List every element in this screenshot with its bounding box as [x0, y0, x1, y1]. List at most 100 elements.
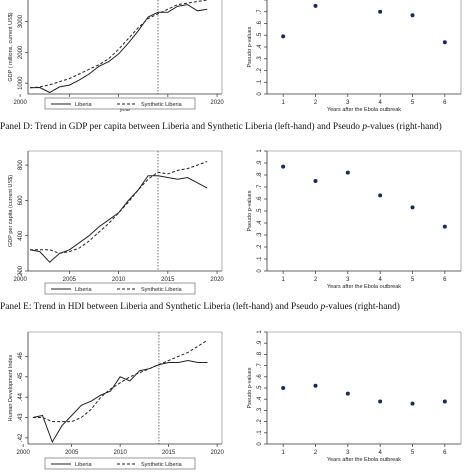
x-tick-label: 3 — [346, 277, 350, 283]
y-tick-label: 0 — [257, 442, 263, 446]
caption-text-end: -values (right-hand) — [325, 302, 400, 312]
y-tick-label: .7 — [257, 9, 263, 15]
gdp-pvalues-chart: 0 .1 .2 .3 .4 .5 .6 .7 1 2 3 4 5 6 Years after the Ebo… — [247, 0, 462, 113]
x-tick-label: 3 — [346, 100, 350, 106]
y-tick-label: .2 — [257, 67, 263, 73]
y-tick-label: .6 — [257, 374, 263, 380]
pvalue-point — [313, 383, 318, 388]
gdppc-pvalues-chart: 0 .1 .2 .3 .4 .5 .6 .7 .8 .9 1 1 2 3 4 5 6 Years after th… — [247, 149, 462, 290]
gdppc-trend-chart: 20040060080020002005201020152020yearGDP … — [8, 150, 224, 295]
legend-liberia-label: Liberia — [75, 287, 92, 293]
y-tick-label: .8 — [257, 351, 263, 357]
x-tick-label: 2000 — [13, 277, 27, 283]
pvalue-point — [313, 179, 318, 183]
pvalue-point — [281, 34, 286, 39]
synthetic-liberia-line — [29, 0, 208, 89]
caption-text: Panel D: Trend in GDP per capita between… — [0, 122, 363, 132]
pvalue-point — [410, 205, 415, 210]
pvalue-point — [442, 40, 447, 45]
y-axis-title: GDP per capita (current US$) — [8, 175, 14, 247]
gdp-trend-chart: 10002000300020002005201020152020yearGDP … — [8, 0, 224, 113]
x-tick-label: 6 — [443, 100, 447, 106]
x-tick-label: 1 — [281, 277, 285, 283]
y-tick-label: .8 — [257, 172, 263, 178]
x-tick-label: 5 — [411, 450, 415, 456]
x-tick-label: 2005 — [63, 277, 77, 283]
pvalue-point — [345, 170, 350, 175]
pvalue-point — [345, 391, 350, 396]
y-tick-label: .6 — [257, 196, 263, 202]
y-tick-label: .4 — [257, 220, 263, 226]
legend-liberia-label: Liberia — [75, 102, 92, 108]
hdi-trend-chart: .42.43.44.45.4620002005201020152020yearH… — [8, 331, 224, 470]
pvalue-point — [442, 224, 447, 229]
x-tick-label: 2005 — [65, 450, 79, 456]
y-tick-label: .5 — [257, 208, 263, 214]
x-tick-label: 2 — [314, 450, 318, 456]
caption-text: Panel E: Trend in HDI between Liberia an… — [0, 302, 321, 312]
pvalue-point — [281, 164, 286, 169]
y-tick-label: 400 — [18, 230, 24, 241]
y-tick-label: .2 — [257, 244, 263, 250]
y-tick-label: .42 — [18, 433, 24, 442]
y-tick-label: 3000 — [18, 14, 24, 28]
x-axis-title: year — [120, 107, 131, 113]
x-tick-label: 2020 — [210, 450, 224, 456]
synthetic-liberia-line — [30, 161, 208, 254]
caption-text-end: -values (right-hand) — [367, 122, 442, 132]
x-tick-label: 6 — [443, 277, 447, 283]
x-tick-label: 2 — [314, 100, 318, 106]
y-axis-title: GDP ( millions, current US$) — [8, 12, 14, 81]
y-tick-label: 200 — [18, 265, 24, 276]
x-tick-label: 5 — [411, 100, 415, 106]
x-tick-label: 2010 — [113, 450, 127, 456]
y-tick-label: .6 — [257, 20, 263, 26]
y-tick-label: 800 — [18, 159, 24, 170]
x-tick-label: 2020 — [210, 100, 224, 106]
y-tick-label: 1 — [257, 149, 263, 153]
y-tick-label: .1 — [257, 79, 263, 85]
x-tick-label: 1 — [281, 450, 285, 456]
x-tick-label: 2000 — [13, 100, 27, 106]
y-tick-label: 1 — [257, 330, 263, 334]
pvalue-point — [410, 13, 415, 18]
y-tick-label: .1 — [257, 430, 263, 436]
y-tick-label: .5 — [257, 385, 263, 391]
y-tick-label: .9 — [257, 160, 263, 166]
y-tick-label: .3 — [257, 232, 263, 238]
x-tick-label: 6 — [443, 450, 447, 456]
y-axis-title: Human Development Index — [8, 354, 14, 421]
liberia-line — [29, 175, 208, 263]
x-axis-title: Years after the Ebola outbreak — [327, 284, 401, 290]
y-tick-label: 0 — [257, 92, 263, 96]
y-tick-label: .46 — [18, 352, 24, 361]
x-tick-label: 2010 — [112, 277, 126, 283]
caption-italic-p: p — [362, 122, 368, 132]
pvalue-point — [410, 401, 415, 406]
caption-italic-p: p — [320, 302, 326, 312]
y-tick-label: .44 — [18, 392, 24, 401]
y-tick-label: .2 — [257, 418, 263, 424]
pvalue-point — [378, 9, 383, 14]
pvalue-point — [442, 399, 447, 404]
y-axis-title: Pseudo p-values — [247, 367, 253, 408]
x-tick-label: 2 — [314, 277, 318, 283]
y-tick-label: .3 — [257, 56, 263, 62]
y-tick-label: .5 — [257, 32, 263, 38]
x-tick-label: 1 — [281, 100, 285, 106]
y-axis-title: Pseudo p-values — [247, 26, 253, 67]
y-tick-label: .43 — [18, 413, 24, 422]
synthetic-liberia-line — [32, 339, 208, 423]
y-tick-label: .3 — [257, 407, 263, 413]
x-tick-label: 2020 — [210, 277, 224, 283]
x-tick-label: 2015 — [161, 277, 175, 283]
y-tick-label: 1000 — [18, 76, 24, 90]
x-tick-label: 5 — [411, 277, 415, 283]
x-tick-label: 2015 — [162, 450, 176, 456]
legend-synthetic-label: Synthetic Liberia — [141, 102, 183, 108]
x-tick-label: 3 — [346, 450, 350, 456]
pvalue-point — [378, 399, 383, 404]
y-tick-label: .4 — [257, 44, 263, 50]
legend-synthetic-label: Synthetic Liberia — [141, 462, 183, 468]
x-tick-label: 4 — [378, 100, 382, 106]
